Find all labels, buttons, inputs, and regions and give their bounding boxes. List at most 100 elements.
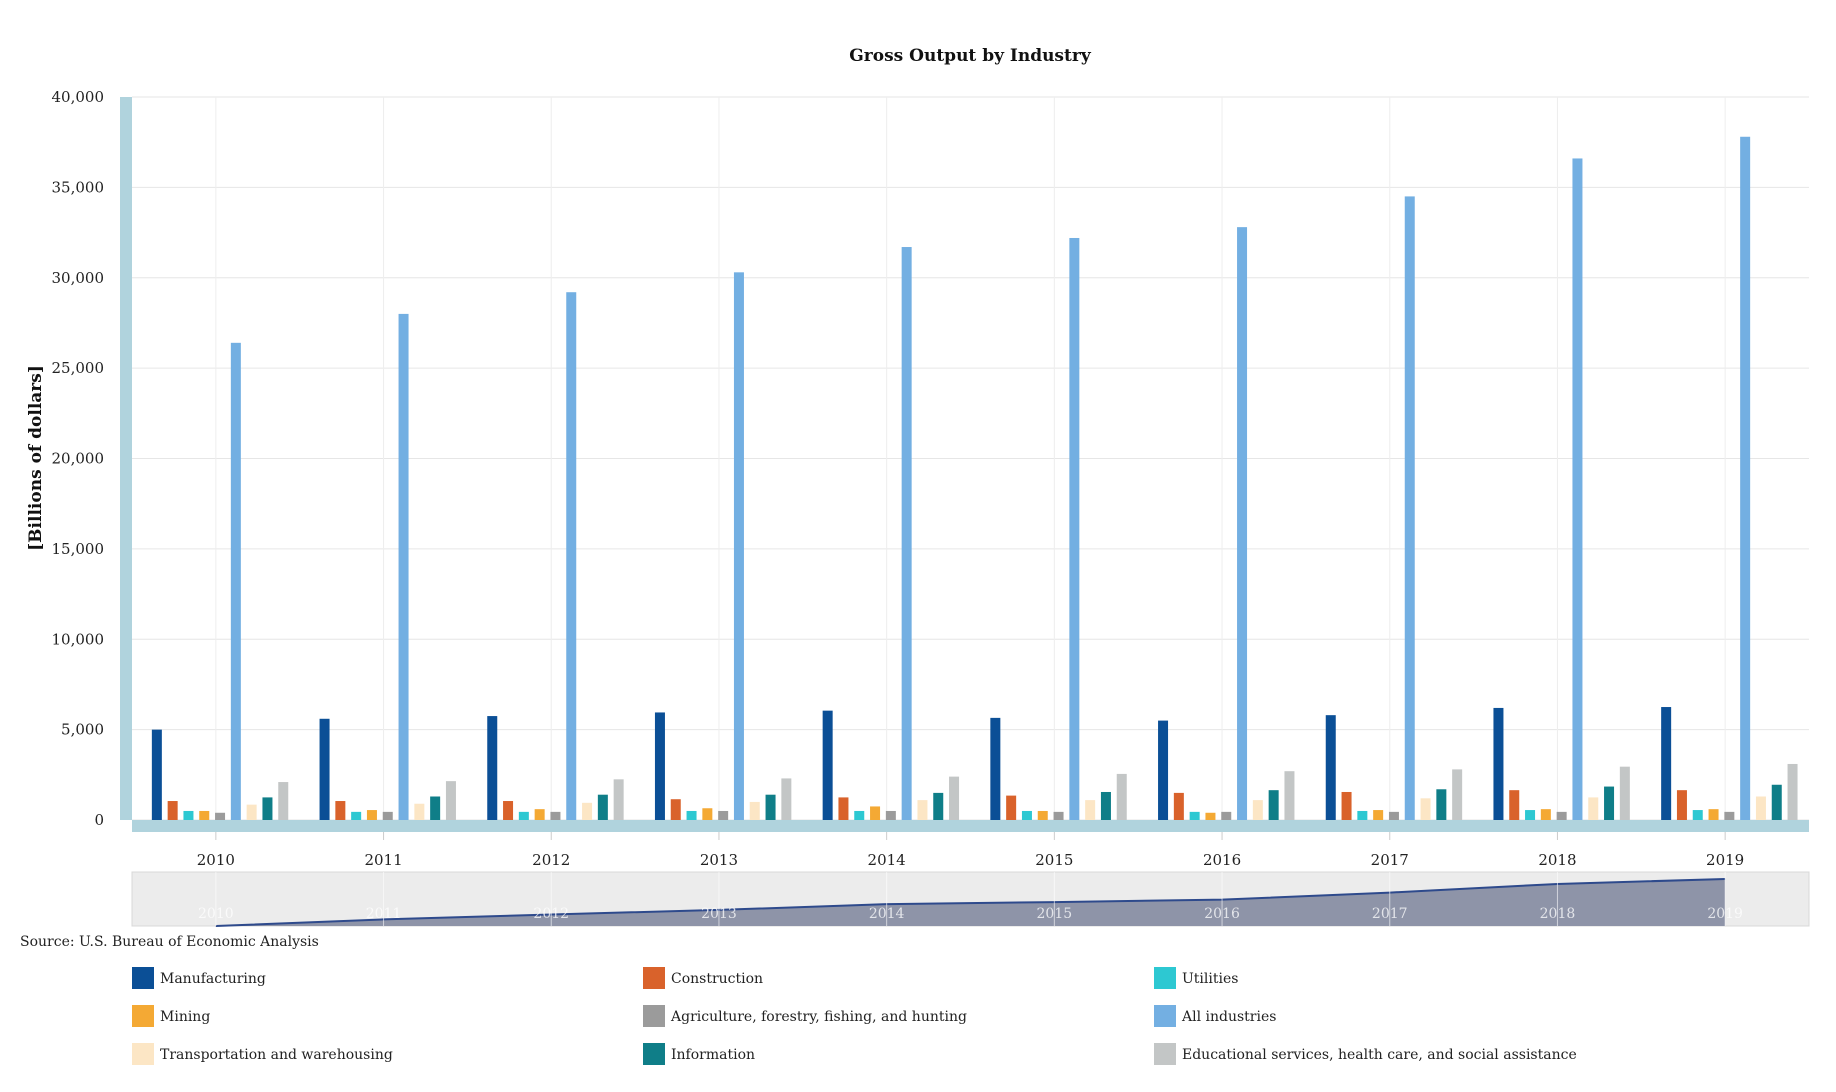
bar[interactable] — [1692, 810, 1703, 820]
bar[interactable] — [487, 716, 498, 820]
bar[interactable] — [278, 782, 289, 820]
bar[interactable] — [1771, 784, 1782, 820]
bar[interactable] — [335, 801, 346, 820]
bar[interactable] — [1588, 797, 1599, 820]
bar[interactable] — [1619, 766, 1630, 820]
bar[interactable] — [503, 801, 514, 820]
bar[interactable] — [1740, 136, 1751, 820]
legend-item[interactable]: Information — [643, 1043, 755, 1065]
bar[interactable] — [445, 781, 456, 820]
bar[interactable] — [430, 796, 441, 820]
bar[interactable] — [1357, 810, 1368, 820]
bar[interactable] — [686, 810, 697, 820]
bar[interactable] — [1037, 810, 1048, 820]
bar[interactable] — [1404, 196, 1415, 821]
navigator[interactable]: 2010 2011 2012 2013 2014 2015 2016 2017 2018 2019 — [131, 871, 1810, 927]
bar[interactable] — [765, 794, 776, 820]
bar[interactable] — [613, 779, 624, 820]
bar[interactable] — [1205, 812, 1216, 820]
bar[interactable] — [1237, 227, 1248, 820]
bar[interactable] — [1341, 791, 1352, 820]
bar[interactable] — [183, 810, 194, 820]
bar[interactable] — [749, 801, 760, 820]
bar[interactable] — [1493, 707, 1504, 820]
bar[interactable] — [1284, 771, 1295, 820]
legend-item[interactable]: Mining — [132, 1005, 210, 1027]
bar[interactable] — [262, 797, 273, 820]
bar[interactable] — [1604, 786, 1615, 820]
bar[interactable] — [1708, 809, 1719, 820]
bar[interactable] — [838, 797, 849, 820]
bar[interactable] — [1436, 789, 1447, 820]
bar[interactable] — [1420, 798, 1431, 820]
bar[interactable] — [822, 710, 833, 820]
bar[interactable] — [199, 810, 210, 820]
bar[interactable] — [1661, 707, 1672, 820]
bar[interactable] — [215, 812, 226, 820]
bar[interactable] — [949, 776, 960, 820]
bar[interactable] — [1100, 791, 1111, 820]
bar[interactable] — [654, 712, 665, 820]
bar[interactable] — [670, 799, 681, 820]
bar[interactable] — [990, 717, 1001, 820]
bar[interactable] — [1509, 790, 1520, 820]
bar[interactable] — [1325, 715, 1336, 820]
legend-item[interactable]: All industries — [1154, 1005, 1276, 1027]
bar[interactable] — [1252, 800, 1263, 820]
legend-item[interactable]: Educational services, health care, and s… — [1154, 1043, 1577, 1065]
bar[interactable] — [733, 272, 744, 820]
bar[interactable] — [1556, 811, 1567, 820]
bar[interactable] — [1221, 811, 1232, 820]
bar[interactable] — [1189, 811, 1200, 820]
bar[interactable] — [1085, 800, 1096, 820]
bar[interactable] — [1053, 811, 1064, 820]
bar[interactable] — [518, 811, 529, 820]
scrollbar-bottom[interactable] — [132, 820, 1809, 832]
bar[interactable] — [382, 811, 393, 820]
bar[interactable] — [1069, 237, 1080, 821]
bar[interactable] — [566, 292, 577, 821]
bar[interactable] — [854, 810, 865, 820]
bar[interactable] — [1525, 810, 1536, 820]
bar[interactable] — [1572, 158, 1583, 820]
scrollbar-left-handle[interactable] — [120, 97, 132, 820]
legend-item[interactable]: Utilities — [1154, 967, 1238, 989]
bar[interactable] — [1268, 790, 1279, 820]
bar[interactable] — [398, 313, 409, 820]
bar[interactable] — [1676, 790, 1687, 820]
bar[interactable] — [1173, 792, 1184, 820]
bar[interactable] — [1540, 809, 1551, 820]
bar[interactable] — [1724, 811, 1735, 820]
bar[interactable] — [366, 810, 377, 820]
bar[interactable] — [230, 342, 241, 820]
bar[interactable] — [917, 800, 928, 820]
bar[interactable] — [1755, 796, 1766, 820]
bar[interactable] — [1116, 773, 1127, 820]
bar[interactable] — [1388, 811, 1399, 820]
bar[interactable] — [319, 718, 330, 820]
bar[interactable] — [1787, 763, 1798, 820]
bar[interactable] — [901, 247, 912, 820]
bar[interactable] — [718, 810, 729, 820]
bar[interactable] — [534, 809, 545, 820]
bar[interactable] — [550, 811, 561, 820]
bar[interactable] — [933, 792, 944, 820]
bar[interactable] — [151, 729, 162, 820]
legend-item[interactable]: Agriculture, forestry, fishing, and hunt… — [643, 1005, 967, 1027]
bar[interactable] — [885, 810, 896, 820]
bar[interactable] — [1373, 810, 1384, 820]
bar[interactable] — [1452, 769, 1463, 820]
bar[interactable] — [597, 794, 608, 820]
bar[interactable] — [781, 778, 792, 820]
bar[interactable] — [1021, 810, 1032, 820]
legend-item[interactable]: Transportation and warehousing — [132, 1043, 393, 1065]
bar[interactable] — [414, 803, 425, 820]
bar[interactable] — [1006, 795, 1017, 820]
legend-item[interactable]: Manufacturing — [132, 967, 266, 989]
bar[interactable] — [702, 808, 713, 820]
bar[interactable] — [1158, 720, 1169, 820]
bar[interactable] — [582, 802, 593, 820]
bar[interactable] — [246, 804, 257, 820]
legend-item[interactable]: Construction — [643, 967, 763, 989]
bar[interactable] — [167, 801, 178, 820]
